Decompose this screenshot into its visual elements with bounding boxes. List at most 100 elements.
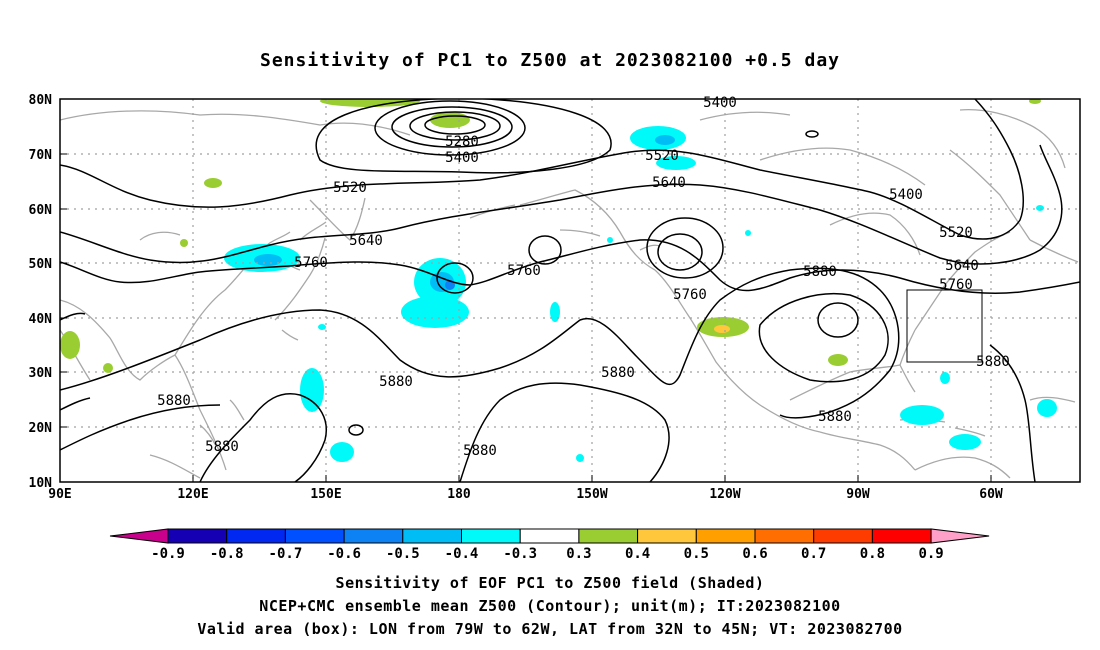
colorbar-segment	[754, 528, 815, 544]
contour-label: 5880	[601, 365, 635, 381]
colorbar-tick-label: 0.5	[684, 546, 709, 562]
contour-label: 5880	[205, 439, 239, 455]
contour-label: 5760	[507, 263, 541, 279]
shading-patch	[745, 230, 751, 236]
shading-patch	[1029, 99, 1041, 104]
caption-line-3: Valid area (box): LON from 79W to 62W, L…	[197, 620, 903, 638]
colorbar-tick-label: 0.6	[742, 546, 767, 562]
colorbar-tick-label: -0.5	[386, 546, 420, 562]
contour-label: 5760	[673, 287, 707, 303]
map-title: Sensitivity of PC1 to Z500 at 2023082100…	[259, 50, 840, 71]
contour-label: 5880	[818, 409, 852, 425]
contour-label: 5400	[445, 150, 479, 166]
colorbar: -0.9 -0.8 -0.7 -0.6 -0.5 -0.4 -0.3 0.3 0.4 0.5 0.6…	[109, 528, 990, 562]
shading-patch	[180, 239, 188, 247]
shading-patch	[1037, 399, 1057, 417]
contour-label: 5640	[945, 258, 979, 274]
colorbar-segment	[402, 528, 462, 544]
sensitivity-shading	[60, 99, 1057, 462]
shading-patch	[401, 296, 469, 328]
lat-label-60n: 60N	[29, 203, 53, 218]
lat-label-80n: 80N	[29, 93, 53, 108]
colorbar-segment	[871, 528, 932, 544]
valid-area-box	[906, 289, 983, 363]
shading-patch	[254, 254, 282, 266]
z500-contours	[60, 99, 1080, 482]
colorbar-tick-label: -0.6	[327, 546, 361, 562]
shading-patch	[949, 434, 981, 450]
shading-patch	[576, 454, 584, 462]
colorbar-segment	[284, 528, 345, 544]
shading-patch	[60, 331, 80, 359]
colorbar-segment	[226, 528, 286, 544]
shading-patch	[607, 237, 613, 243]
contour-label: 5400	[889, 187, 923, 203]
colorbar-tick-label: -0.8	[210, 546, 244, 562]
shading-patch	[714, 325, 730, 333]
colorbar-tick-label: -0.9	[151, 546, 185, 562]
map-frame	[59, 98, 1081, 483]
colorbar-tick-label: -0.4	[445, 546, 479, 562]
contour-label: 5520	[939, 225, 973, 241]
shading-patch	[655, 135, 675, 145]
contour-label: 5760	[939, 277, 973, 293]
colorbar-segment	[343, 528, 404, 544]
lat-label-10n: 10N	[29, 476, 53, 491]
shading-patch	[430, 112, 470, 128]
colorbar-tick-label: 0.4	[625, 546, 650, 562]
shading-patch	[656, 156, 696, 170]
lon-label-150e: 150E	[310, 487, 341, 502]
contour-label: 5880	[803, 264, 837, 280]
lat-label-50n: 50N	[29, 257, 53, 272]
lat-label-30n: 30N	[29, 366, 53, 381]
colorbar-tick-label: -0.7	[269, 546, 303, 562]
colorbar-tick-label: 0.3	[566, 546, 591, 562]
contour-label: 5400	[703, 95, 737, 111]
lat-label-70n: 70N	[29, 148, 53, 163]
lon-label-120e: 120E	[177, 487, 208, 502]
caption-line-1: Sensitivity of EOF PC1 to Z500 field (Sh…	[335, 574, 765, 592]
lon-label-180: 180	[447, 487, 471, 502]
contour-label: 5880	[463, 443, 497, 459]
colorbar-tick-label: -0.3	[503, 546, 537, 562]
shading-patch	[940, 372, 950, 384]
colorbar-segment	[461, 528, 521, 544]
caption-line-2: NCEP+CMC ensemble mean Z500 (Contour); u…	[259, 597, 841, 615]
shading-patch	[330, 442, 354, 462]
lon-label-60w: 60W	[979, 487, 1003, 502]
lon-label-120w: 120W	[709, 487, 740, 502]
colorbar-segment	[637, 528, 697, 544]
contour-label: 5280	[445, 134, 479, 150]
tick-marks	[60, 98, 992, 483]
contour-label: 5880	[157, 393, 191, 409]
lat-label-20n: 20N	[29, 421, 53, 436]
colorbar-segment	[813, 528, 873, 544]
colorbar-low-arrow	[109, 528, 169, 544]
colorbar-tick-label: 0.8	[860, 546, 885, 562]
colorbar-segment	[167, 528, 228, 544]
shading-patch	[318, 324, 326, 330]
shading-patch	[550, 302, 560, 322]
lon-label-90w: 90W	[846, 487, 870, 502]
lon-label-90e: 90E	[48, 487, 71, 502]
contour-label: 5760	[294, 255, 328, 271]
colorbar-tick-label: 0.7	[801, 546, 826, 562]
colorbar-tick-label: 0.9	[918, 546, 943, 562]
shading-patch	[1036, 205, 1044, 211]
shading-patch	[204, 178, 222, 188]
shading-patch	[900, 405, 944, 425]
colorbar-high-arrow	[930, 528, 990, 544]
contour-label: 5520	[645, 148, 679, 164]
contour-label: 5880	[976, 354, 1010, 370]
shading-patch	[320, 99, 420, 107]
colorbar-segment	[578, 528, 639, 544]
shading-patch	[300, 368, 324, 412]
lat-label-40n: 40N	[29, 312, 53, 327]
colorbar-segment	[519, 528, 580, 544]
contour-label: 5640	[349, 233, 383, 249]
shading-patch	[828, 354, 848, 366]
contour-label: 5640	[652, 175, 686, 191]
contour-label: 5520	[333, 180, 367, 196]
contour-label: 5880	[379, 374, 413, 390]
